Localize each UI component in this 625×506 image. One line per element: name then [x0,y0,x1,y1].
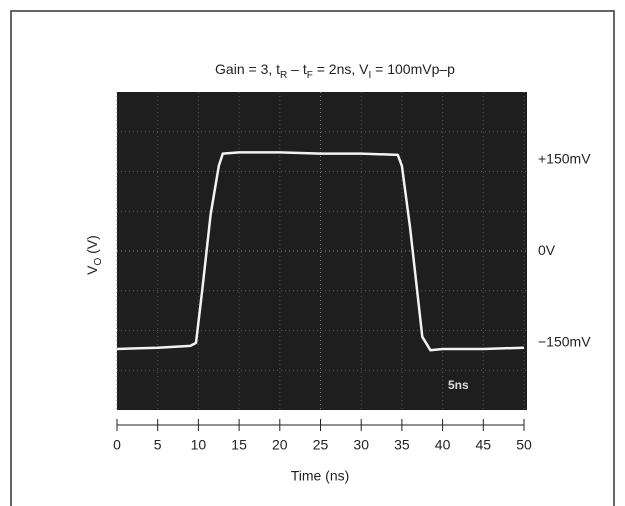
title-part: I [369,70,372,81]
ylabel-part: O [93,258,104,266]
ylabel-part: (V) [84,235,100,258]
series-line [116,151,525,352]
annotation: 5ns [448,378,469,392]
title-part: – t [287,61,307,77]
x-tick-label: 45 [476,437,492,453]
x-tick-label: 20 [272,437,288,453]
title-part: = 2ns, V [313,61,369,77]
ylabel-part: V [84,265,100,275]
y-axis-label: VO (V) [84,235,104,275]
title-part: Gain = 3, t [215,61,280,77]
x-tick-label: 25 [313,437,329,453]
x-tick-label: 35 [394,437,410,453]
x-axis-label: Time (ns) [291,468,350,484]
x-tick-label: 15 [231,437,247,453]
x-tick-label: 50 [516,437,532,453]
frame [10,10,615,506]
x-tick-label: 5 [154,437,162,453]
y-tick-label: +150mV [538,150,591,166]
x-tick-label: 40 [435,437,451,453]
chart-title: Gain = 3, tR – tF = 2ns, VI = 100mVp–p [215,61,455,81]
x-tick-label: 10 [191,437,207,453]
x-tick-label: 0 [113,437,121,453]
title-part: = 100mVp–p [371,61,455,77]
x-tick-label: 30 [353,437,369,453]
title-part: R [280,70,287,81]
y-tick-label: 0V [538,242,556,258]
y-tick-label: −150mV [538,334,591,350]
graticule [117,131,527,371]
title-part: F [307,70,313,81]
